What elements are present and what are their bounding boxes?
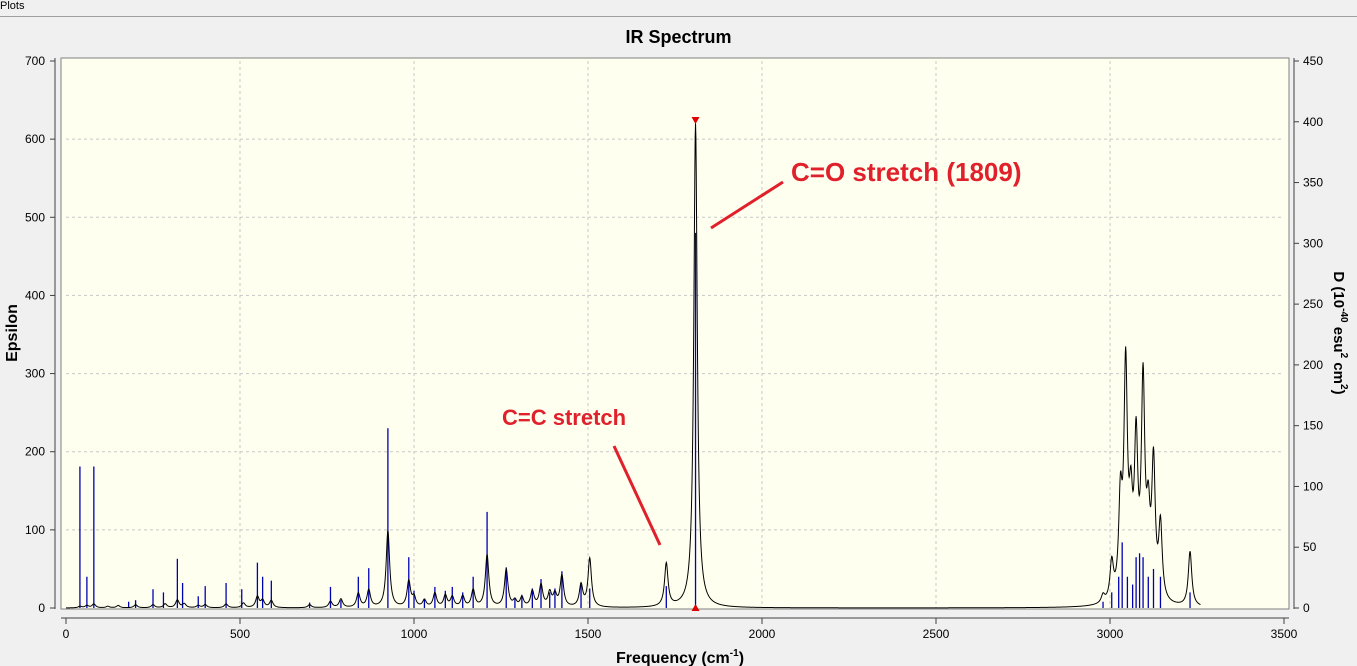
x-axis-label: Frequency (cm-1): [616, 648, 744, 666]
x-tick-label: 3000: [1097, 627, 1124, 641]
y-tick-label: 0: [38, 601, 45, 615]
x-tick-label: 3500: [1271, 627, 1298, 641]
y-axis-right: 0 50 100 150 200 250 300 350 400 450: [1293, 54, 1323, 615]
y-tick-label: 600: [25, 132, 45, 146]
chart-title: IR Spectrum: [625, 27, 732, 47]
y-axis-label: Epsilon: [4, 304, 21, 362]
plot-area: [60, 57, 1290, 610]
y-tick-label: 700: [25, 54, 45, 68]
x-tick-label: 1000: [401, 627, 428, 641]
spectrum-line: [66, 123, 1201, 609]
peak-marker-top: [691, 117, 700, 124]
y-tick-label: 500: [25, 210, 45, 224]
x-tick-label: 1500: [575, 627, 602, 641]
y2-axis-label: D (10-40 esu2 cm2): [1330, 271, 1349, 394]
co-annotation-label: C=O stretch (1809): [791, 157, 1021, 187]
x-tick-label: 2000: [749, 627, 776, 641]
y2-tick-label: 300: [1303, 236, 1323, 250]
y-axis-left: 0 100 200 300 400 500 600 700: [25, 54, 56, 615]
y2-tick-label: 400: [1303, 115, 1323, 129]
y2-tick-label: 50: [1303, 540, 1317, 554]
x-tick-label: 2500: [923, 627, 950, 641]
plots-tab-label: Plots: [0, 0, 25, 12]
cc-annotation-pointer: [612, 445, 662, 546]
y-tick-label: 400: [25, 288, 45, 302]
y2-tick-label: 200: [1303, 358, 1323, 372]
y-tick-label: 200: [25, 445, 45, 459]
peak-marker-bottom: [691, 604, 700, 611]
y2-tick-label: 0: [1303, 601, 1310, 615]
y2-tick-label: 450: [1303, 54, 1323, 68]
stick-spectrum: [79, 232, 1191, 608]
y2-tick-label: 350: [1303, 176, 1323, 190]
y2-tick-label: 100: [1303, 479, 1323, 493]
y2-tick-label: 150: [1303, 419, 1323, 433]
y-tick-label: 100: [25, 523, 45, 537]
x-tick-label: 500: [230, 627, 250, 641]
x-axis: 0 500 1000 1500 2000 2500 3000 3500: [61, 617, 1298, 641]
cc-annotation-label: C=C stretch: [502, 405, 626, 430]
y-tick-label: 300: [25, 367, 45, 381]
y2-tick-label: 250: [1303, 297, 1323, 311]
plots-tab[interactable]: Plots: [0, 0, 1357, 17]
grid-lines: [66, 61, 1284, 608]
co-annotation-pointer: [710, 180, 784, 230]
x-tick-label: 0: [63, 627, 70, 641]
